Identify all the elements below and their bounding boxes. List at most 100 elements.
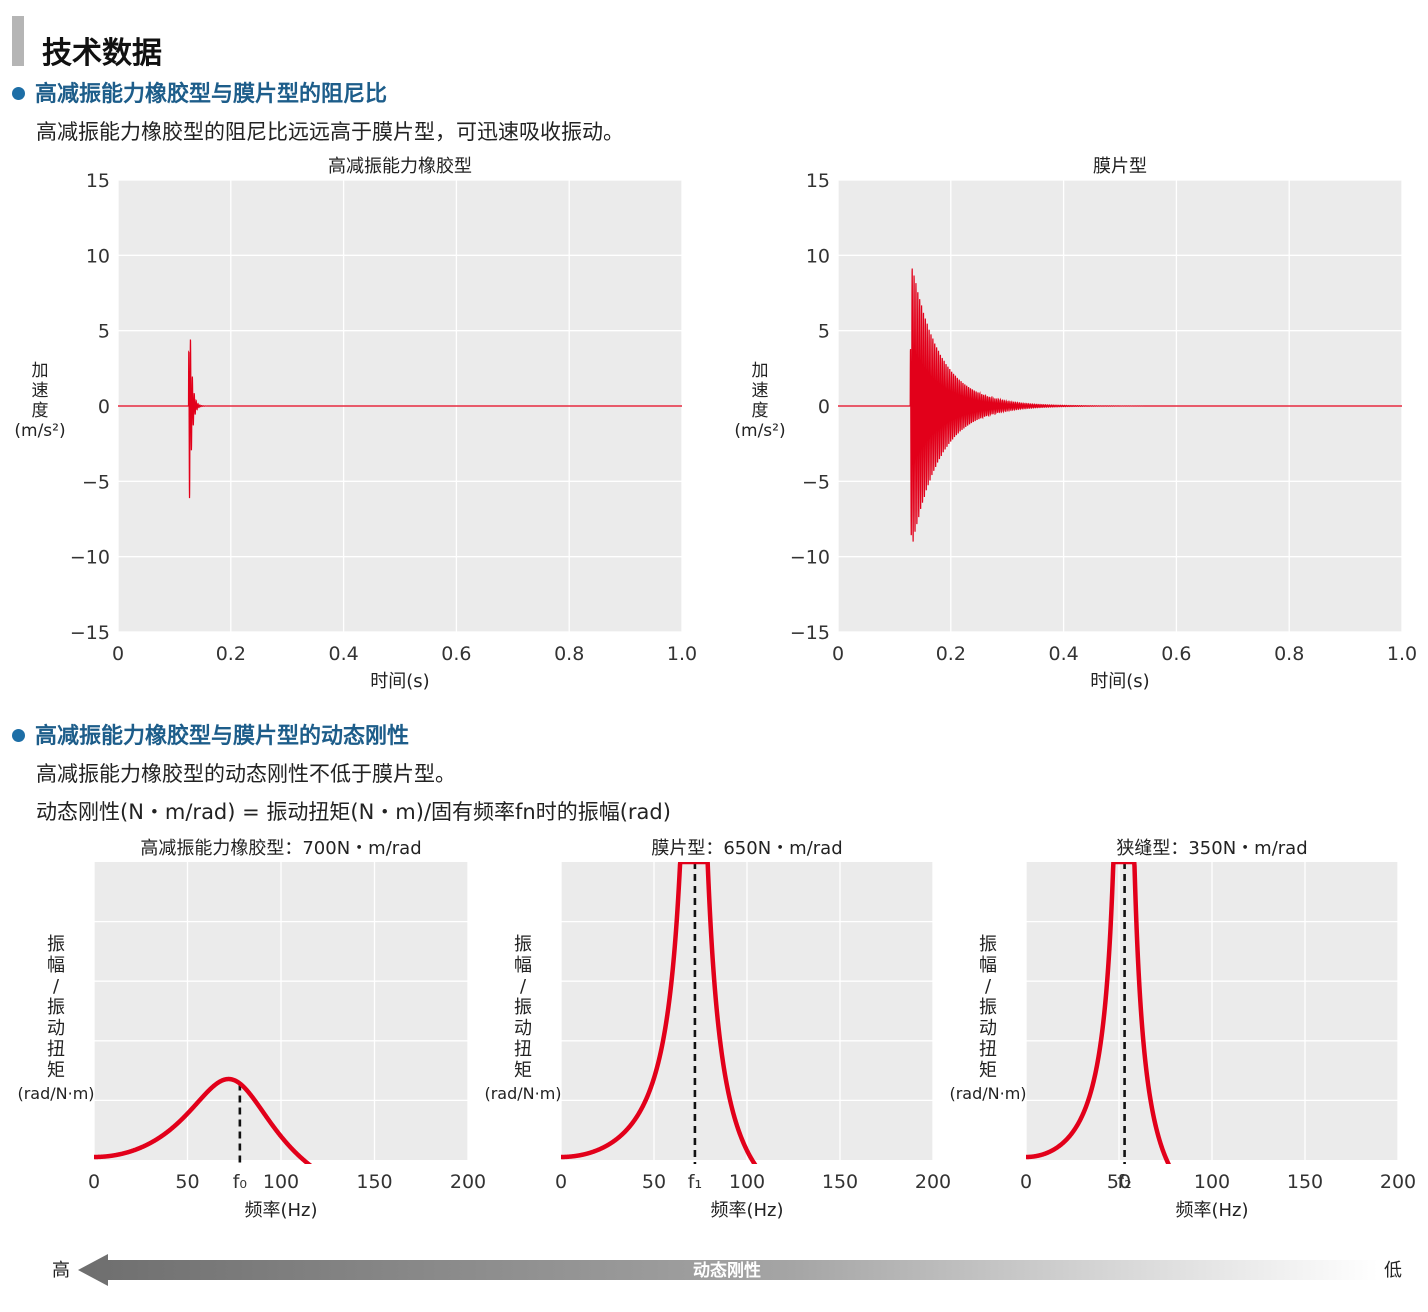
y-axis-label: 速 <box>752 381 769 401</box>
y-axis-label: 振 <box>979 997 997 1018</box>
chart-title: 高减振能力橡胶型 <box>328 156 472 177</box>
x-tick-label: 0 <box>1020 1171 1032 1193</box>
section1-description: 高减振能力橡胶型的阻尼比远远高于膜片型，可迅速吸收振动。 <box>36 120 624 144</box>
x-axis-label: 时间(s) <box>370 671 429 692</box>
x-tick-label: 0 <box>555 1171 567 1193</box>
stiffness-scale-bar: 高 动态刚性 低 <box>52 1254 1402 1286</box>
x-tick-label: 0 <box>832 643 844 665</box>
x-tick-label: 0.8 <box>1274 643 1304 665</box>
y-tick-label: 5 <box>818 321 830 343</box>
x-tick-label: 150 <box>822 1171 858 1193</box>
stiffness-formula: 动态刚性(N・m/rad) = 振动扭矩(N・m)/固有频率fn时的振幅(rad… <box>36 800 671 824</box>
y-tick-label: −15 <box>790 622 830 644</box>
y-tick-label: 0 <box>98 396 110 418</box>
scale-label-high: 高 <box>52 1260 70 1281</box>
y-axis-label: 度 <box>32 401 49 421</box>
y-axis-label: 矩 <box>514 1060 532 1081</box>
bullet-icon <box>12 86 25 100</box>
y-tick-label: −10 <box>70 547 110 569</box>
scale-label: 动态刚性 <box>693 1260 761 1281</box>
y-axis-label: 幅 <box>979 955 997 976</box>
series-line <box>561 862 758 1164</box>
y-axis-label: / <box>520 976 527 997</box>
y-axis-label: (m/s²) <box>14 421 65 441</box>
x-tick-label: 0.4 <box>1048 643 1078 665</box>
page-title: 技术数据 <box>42 36 162 71</box>
x-tick-label: 100 <box>729 1171 765 1193</box>
chart-title: 狭缝型：350N・m/rad <box>1116 838 1307 859</box>
chart-title: 高减振能力橡胶型：700N・m/rad <box>140 838 421 859</box>
section1-heading-text: 高减振能力橡胶型与膜片型的阻尼比 <box>35 82 388 107</box>
chart-rubber-stiffness: 高减振能力橡胶型：700N・m/rad 频率(Hz) 0 50 100 150 200 振幅/… <box>17 838 486 1221</box>
title-accent-bar <box>12 16 24 66</box>
resonance-marker-label: f₂ <box>1117 1171 1131 1193</box>
x-tick-label: 0 <box>112 643 124 665</box>
y-axis-label: 动 <box>47 1018 65 1039</box>
y-axis-label: 幅 <box>514 955 532 976</box>
y-axis-label: 扭 <box>47 1039 65 1060</box>
x-tick-label: 50 <box>175 1171 199 1193</box>
y-tick-label: −5 <box>802 471 830 493</box>
y-tick-label: 15 <box>806 170 830 192</box>
x-tick-label: 200 <box>450 1171 486 1193</box>
y-axis-label: (rad/N·m) <box>17 1084 94 1103</box>
series-line <box>94 1076 313 1164</box>
scale-label-low: 低 <box>1384 1260 1402 1281</box>
x-tick-label: 1.0 <box>667 643 697 665</box>
x-tick-label: 100 <box>263 1171 299 1193</box>
y-axis-label: 扭 <box>514 1039 532 1060</box>
resonance-marker-label: f₁ <box>688 1171 702 1193</box>
resonance-marker-label: f₀ <box>233 1171 247 1193</box>
y-tick-label: 15 <box>86 170 110 192</box>
x-tick-label: 0.6 <box>1161 643 1191 665</box>
x-axis-label: 频率(Hz) <box>710 1200 783 1221</box>
x-axis-label: 时间(s) <box>1090 671 1149 692</box>
y-axis-label: 振 <box>514 934 532 955</box>
scale-arrow <box>78 1254 1378 1286</box>
x-tick-label: 200 <box>915 1171 951 1193</box>
y-tick-label: −15 <box>70 622 110 644</box>
chart-title: 膜片型 <box>1093 156 1147 177</box>
y-tick-label: −10 <box>790 547 830 569</box>
x-tick-label: 0.4 <box>328 643 358 665</box>
y-axis-label: / <box>53 976 60 997</box>
x-axis-label: 频率(Hz) <box>244 1200 317 1221</box>
y-axis-label: 振 <box>979 934 997 955</box>
x-tick-label: 150 <box>356 1171 392 1193</box>
y-axis-label: 动 <box>979 1018 997 1039</box>
y-axis-label: / <box>985 976 992 997</box>
y-axis-label: 振 <box>514 997 532 1018</box>
x-axis-label: 频率(Hz) <box>1175 1200 1248 1221</box>
y-axis-label: 矩 <box>979 1060 997 1081</box>
y-axis-label: 加 <box>752 361 769 381</box>
series-line <box>1026 862 1172 1164</box>
y-axis-label: 扭 <box>979 1039 997 1060</box>
y-tick-label: 0 <box>818 396 830 418</box>
bullet-icon <box>12 728 25 742</box>
section2-description: 高减振能力橡胶型的动态刚性不低于膜片型。 <box>36 762 456 786</box>
x-tick-label: 0.2 <box>936 643 966 665</box>
x-tick-label: 0.6 <box>441 643 471 665</box>
x-tick-label: 150 <box>1287 1171 1323 1193</box>
y-tick-label: 10 <box>806 245 830 267</box>
section2-heading-text: 高减振能力橡胶型与膜片型的动态刚性 <box>35 724 410 749</box>
y-axis-label: (rad/N·m) <box>484 1084 561 1103</box>
chart-rubber-damping: 0 0.2 0.4 0.6 0.8 1.0 15 10 5 0 −5 −10 −15 高减振能力橡胶型时间… <box>14 156 697 692</box>
section2-heading: 高减振能力橡胶型与膜片型的动态刚性 <box>12 718 409 750</box>
y-axis-label: 度 <box>752 401 769 421</box>
y-axis-label: 振 <box>47 934 65 955</box>
y-axis-label: 速 <box>32 381 49 401</box>
y-axis-label: (m/s²) <box>734 421 785 441</box>
x-tick-label: 0.2 <box>216 643 246 665</box>
x-tick-label: 100 <box>1194 1171 1230 1193</box>
series-line <box>838 268 1402 542</box>
series-line <box>118 339 682 499</box>
y-axis-label: 幅 <box>47 955 65 976</box>
y-axis-label: 矩 <box>47 1060 65 1081</box>
y-axis-label: 动 <box>514 1018 532 1039</box>
x-tick-label: 50 <box>1107 1171 1131 1193</box>
x-tick-label: 0.8 <box>554 643 584 665</box>
y-axis-label: 加 <box>32 361 49 381</box>
